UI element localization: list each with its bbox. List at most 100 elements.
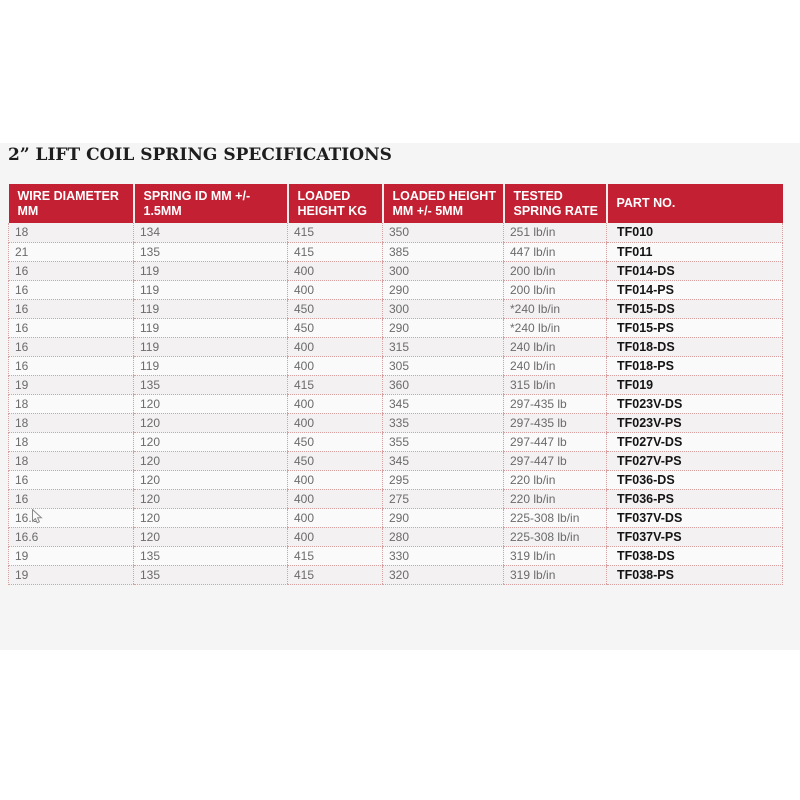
- cell-loaded-height-mm: 320: [382, 565, 504, 585]
- cell-spring-id-mm: 119: [133, 299, 288, 319]
- cell-spring-id-mm: 119: [133, 337, 288, 357]
- table-row: 18 134 415 350 251 lb/in TF010: [8, 223, 783, 243]
- cell-tested-spring-rate: 200 lb/in: [503, 261, 607, 281]
- table-row: 18 120 450 345 297-447 lb TF027V-PS: [8, 451, 783, 471]
- cell-part-no: TF036-PS: [606, 489, 783, 509]
- cell-wire-diameter-mm: 16.6: [8, 527, 134, 547]
- cell-wire-diameter-mm: 16.6: [8, 508, 134, 528]
- cell-tested-spring-rate: 225-308 lb/in: [503, 508, 607, 528]
- cell-tested-spring-rate: 319 lb/in: [503, 546, 607, 566]
- cell-wire-diameter-mm: 16: [8, 299, 134, 319]
- cell-part-no: TF038-DS: [606, 546, 783, 566]
- cell-loaded-height-kg: 400: [287, 280, 383, 300]
- cell-wire-diameter-mm: 16: [8, 356, 134, 376]
- cell-spring-id-mm: 120: [133, 489, 288, 509]
- cell-spring-id-mm: 119: [133, 356, 288, 376]
- cell-wire-diameter-mm: 16: [8, 470, 134, 490]
- cell-loaded-height-kg: 400: [287, 261, 383, 281]
- cell-part-no: TF018-DS: [606, 337, 783, 357]
- col-header-loaded-height-mm: LOADED HEIGHT MM +/- 5MM: [381, 184, 504, 223]
- cell-loaded-height-kg: 450: [287, 451, 383, 471]
- cell-tested-spring-rate: 297-447 lb: [503, 432, 607, 452]
- cell-loaded-height-kg: 450: [287, 299, 383, 319]
- cell-part-no: TF036-DS: [606, 470, 783, 490]
- table-header-row: WIRE DIAMETER MM SPRING ID MM +/- 1.5MM LOAD…: [8, 184, 783, 223]
- cell-loaded-height-mm: 315: [382, 337, 504, 357]
- cell-loaded-height-mm: 305: [382, 356, 504, 376]
- table-row: 16 119 400 315 240 lb/in TF018-DS: [8, 337, 783, 357]
- table-row: 16.6 120 400 280 225-308 lb/in TF037V-PS: [8, 527, 783, 547]
- table-row: 16 119 450 300 *240 lb/in TF015-DS: [8, 299, 783, 319]
- cell-loaded-height-mm: 290: [382, 508, 504, 528]
- cell-spring-id-mm: 120: [133, 527, 288, 547]
- table-row: 19 135 415 330 319 lb/in TF038-DS: [8, 546, 783, 566]
- cell-loaded-height-mm: 300: [382, 299, 504, 319]
- table-row: 16 119 400 300 200 lb/in TF014-DS: [8, 261, 783, 281]
- cell-loaded-height-mm: 300: [382, 261, 504, 281]
- cell-wire-diameter-mm: 18: [8, 394, 134, 414]
- cell-spring-id-mm: 120: [133, 394, 288, 414]
- cell-spring-id-mm: 119: [133, 318, 288, 338]
- cell-tested-spring-rate: 447 lb/in: [503, 242, 607, 262]
- table-row: 18 120 400 335 297-435 lb TF023V-PS: [8, 413, 783, 433]
- cell-loaded-height-mm: 295: [382, 470, 504, 490]
- cell-loaded-height-mm: 290: [382, 318, 504, 338]
- table-row: 16 119 400 305 240 lb/in TF018-PS: [8, 356, 783, 376]
- cell-wire-diameter-mm: 16: [8, 489, 134, 509]
- col-header-loaded-height-kg: LOADED HEIGHT KG: [286, 184, 383, 223]
- table-row: 19 135 415 360 315 lb/in TF019: [8, 375, 783, 395]
- cell-wire-diameter-mm: 19: [8, 375, 134, 395]
- table-row: 18 120 450 355 297-447 lb TF027V-DS: [8, 432, 783, 452]
- cell-tested-spring-rate: *240 lb/in: [503, 299, 607, 319]
- cell-wire-diameter-mm: 19: [8, 565, 134, 585]
- table-row: 16 119 450 290 *240 lb/in TF015-PS: [8, 318, 783, 338]
- cell-loaded-height-kg: 415: [287, 546, 383, 566]
- cell-wire-diameter-mm: 18: [8, 451, 134, 471]
- cell-loaded-height-mm: 335: [382, 413, 504, 433]
- cell-loaded-height-kg: 400: [287, 470, 383, 490]
- cell-loaded-height-kg: 415: [287, 223, 383, 243]
- cell-spring-id-mm: 120: [133, 432, 288, 452]
- cell-part-no: TF014-DS: [606, 261, 783, 281]
- cell-part-no: TF015-PS: [606, 318, 783, 338]
- cell-wire-diameter-mm: 16: [8, 318, 134, 338]
- cell-loaded-height-mm: 290: [382, 280, 504, 300]
- cell-spring-id-mm: 120: [133, 413, 288, 433]
- cell-loaded-height-kg: 400: [287, 413, 383, 433]
- cell-tested-spring-rate: 200 lb/in: [503, 280, 607, 300]
- cell-tested-spring-rate: 251 lb/in: [503, 223, 607, 243]
- cell-tested-spring-rate: *240 lb/in: [503, 318, 607, 338]
- cell-spring-id-mm: 135: [133, 565, 288, 585]
- cell-wire-diameter-mm: 18: [8, 413, 134, 433]
- cell-wire-diameter-mm: 16: [8, 337, 134, 357]
- cell-part-no: TF019: [606, 375, 783, 395]
- cell-tested-spring-rate: 315 lb/in: [503, 375, 607, 395]
- cell-loaded-height-mm: 385: [382, 242, 504, 262]
- cell-tested-spring-rate: 297-435 lb: [503, 413, 607, 433]
- cell-tested-spring-rate: 220 lb/in: [503, 470, 607, 490]
- cell-loaded-height-kg: 400: [287, 527, 383, 547]
- cell-part-no: TF038-PS: [606, 565, 783, 585]
- cell-loaded-height-kg: 400: [287, 337, 383, 357]
- cell-part-no: TF011: [606, 242, 783, 262]
- cell-tested-spring-rate: 225-308 lb/in: [503, 527, 607, 547]
- cell-loaded-height-mm: 330: [382, 546, 504, 566]
- cell-loaded-height-kg: 415: [287, 375, 383, 395]
- cell-loaded-height-mm: 345: [382, 394, 504, 414]
- col-header-wire-diameter-mm: WIRE DIAMETER MM: [8, 184, 134, 223]
- cell-part-no: TF037V-DS: [606, 508, 783, 528]
- cell-spring-id-mm: 120: [133, 470, 288, 490]
- table-row: 18 120 400 345 297-435 lb TF023V-DS: [8, 394, 783, 414]
- cell-loaded-height-mm: 280: [382, 527, 504, 547]
- cell-wire-diameter-mm: 19: [8, 546, 134, 566]
- cell-loaded-height-mm: 360: [382, 375, 504, 395]
- cell-spring-id-mm: 135: [133, 375, 288, 395]
- table-row: 16 120 400 295 220 lb/in TF036-DS: [8, 470, 783, 490]
- cell-tested-spring-rate: 240 lb/in: [503, 356, 607, 376]
- cell-part-no: TF014-PS: [606, 280, 783, 300]
- cell-loaded-height-mm: 355: [382, 432, 504, 452]
- cell-wire-diameter-mm: 16: [8, 280, 134, 300]
- table-row: 19 135 415 320 319 lb/in TF038-PS: [8, 565, 783, 585]
- cell-spring-id-mm: 135: [133, 242, 288, 262]
